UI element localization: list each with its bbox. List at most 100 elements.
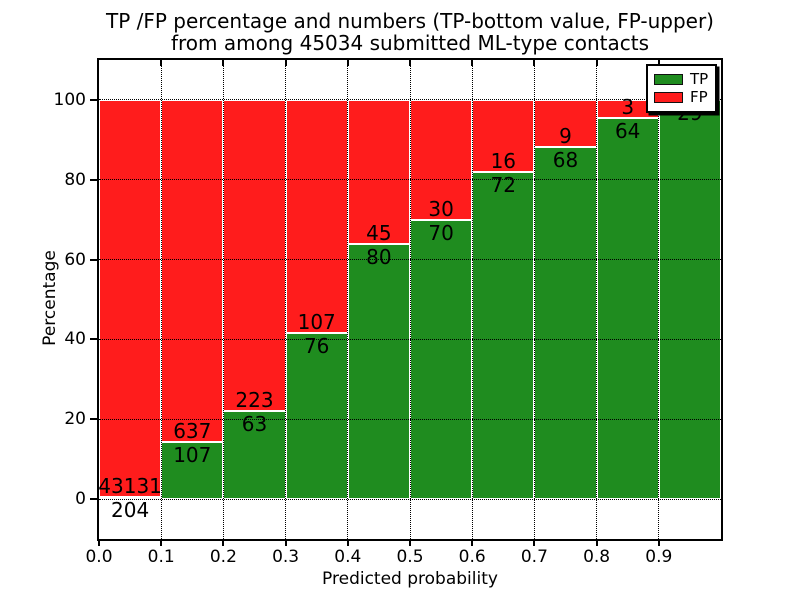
bar-fp-segment-1 bbox=[161, 99, 224, 442]
x-tick-2 bbox=[222, 541, 225, 546]
x-tick-top-1 bbox=[160, 60, 163, 66]
gridline-vertical-2 bbox=[222, 60, 224, 539]
y-tick-label-4: 80 bbox=[64, 169, 86, 190]
bar-tp-segment-1 bbox=[161, 441, 224, 500]
x-tick-label-5: 0.5 bbox=[396, 547, 424, 567]
x-tick-top-5 bbox=[409, 60, 411, 66]
gridline-vertical-8 bbox=[596, 60, 598, 539]
bar-fp-count-label-2: 223 bbox=[235, 388, 274, 413]
y-tick-label-3: 60 bbox=[64, 249, 86, 270]
x-tick-5 bbox=[409, 541, 411, 546]
bar-fp-segment-2 bbox=[223, 99, 286, 412]
bar-fp-count-label-8: 3 bbox=[621, 94, 635, 119]
bar-tp-count-label-2: 63 bbox=[241, 412, 268, 437]
y-tick-3 bbox=[90, 258, 97, 261]
gridline-vertical-3 bbox=[285, 60, 287, 539]
bar-tp-count-label-3: 76 bbox=[303, 334, 330, 359]
x-tick-label-8: 0.8 bbox=[583, 547, 611, 567]
gridline-horizontal-5 bbox=[99, 99, 721, 101]
x-tick-top-3 bbox=[284, 60, 287, 66]
bar-tp-count-label-7: 68 bbox=[552, 147, 579, 172]
bar-tp-segment-6 bbox=[472, 172, 535, 500]
bar-tp-count-label-6: 72 bbox=[490, 173, 517, 198]
x-tick-top-7 bbox=[533, 60, 536, 66]
gridline-horizontal-2 bbox=[99, 338, 721, 340]
x-tick-top-8 bbox=[595, 60, 598, 66]
x-tick-label-7: 0.7 bbox=[520, 547, 548, 567]
bar-fp-count-label-5: 30 bbox=[428, 196, 454, 221]
gridline-horizontal-0 bbox=[99, 498, 721, 500]
bar-fp-count-label-6: 16 bbox=[490, 149, 517, 174]
x-tick-top-9 bbox=[657, 60, 660, 66]
bar-fp-segment-7 bbox=[534, 99, 597, 147]
x-tick-4 bbox=[346, 541, 349, 546]
x-tick-7 bbox=[533, 541, 536, 546]
x-tick-6 bbox=[471, 541, 474, 546]
gridline-vertical-6 bbox=[471, 60, 473, 539]
chart-title: TP /FP percentage and numbers (TP-bottom… bbox=[10, 10, 800, 54]
bar-fp-segment-4 bbox=[347, 99, 410, 244]
legend-item-tp: TP bbox=[654, 69, 709, 88]
x-tick-0 bbox=[98, 541, 100, 546]
y-tick-5 bbox=[90, 98, 97, 101]
plot-content: 43131 204 637 107 223 63 107 76 45 80 30 70 16 72 9 68 3… bbox=[98, 60, 721, 539]
gridline-horizontal-1 bbox=[99, 418, 721, 420]
x-tick-label-1: 0.1 bbox=[147, 547, 175, 567]
chart-title-line-2: from among 45034 submitted ML-type conta… bbox=[170, 31, 650, 55]
gridline-horizontal-3 bbox=[99, 259, 721, 261]
x-tick-3 bbox=[284, 541, 287, 546]
bar-fp-count-label-4: 45 bbox=[366, 220, 392, 245]
y-tick-label-5: 100 bbox=[53, 89, 86, 110]
bar-fp-segment-6 bbox=[472, 99, 535, 173]
x-tick-label-6: 0.6 bbox=[458, 547, 486, 567]
bar-tp-count-label-1: 107 bbox=[173, 442, 212, 467]
bar-fp-segment-5 bbox=[410, 99, 473, 220]
legend-label-tp: TP bbox=[690, 69, 709, 88]
x-tick-label-2: 0.2 bbox=[209, 547, 237, 567]
bar-tp-count-label-4: 80 bbox=[366, 244, 392, 269]
x-tick-8 bbox=[595, 541, 598, 546]
gridline-vertical-7 bbox=[533, 60, 535, 539]
x-tick-top-2 bbox=[222, 60, 225, 66]
legend-item-fp: FP bbox=[654, 90, 709, 105]
y-tick-label-0: 0 bbox=[75, 489, 86, 510]
gridline-horizontal-4 bbox=[99, 179, 721, 181]
x-axis-label: Predicted probability bbox=[322, 569, 498, 589]
legend-swatch-tp-icon bbox=[654, 73, 683, 85]
bar-tp-count-label-8: 64 bbox=[614, 118, 641, 143]
y-tick-1 bbox=[90, 418, 97, 421]
bar-fp-segment-0 bbox=[99, 99, 162, 498]
gridline-vertical-1 bbox=[160, 60, 162, 539]
bar-tp-count-label-0: 204 bbox=[111, 498, 150, 523]
y-tick-4 bbox=[90, 178, 97, 181]
bar-fp-count-label-0: 43131 bbox=[98, 474, 162, 499]
bar-fp-count-label-7: 9 bbox=[559, 123, 572, 148]
x-tick-top-6 bbox=[471, 60, 474, 66]
x-tick-1 bbox=[160, 541, 163, 546]
bar-tp-segment-2 bbox=[223, 411, 286, 500]
gridline-vertical-5 bbox=[409, 60, 411, 539]
y-tick-label-1: 20 bbox=[64, 409, 86, 430]
x-tick-label-4: 0.4 bbox=[334, 547, 362, 567]
bar-tp-count-label-5: 70 bbox=[428, 220, 454, 245]
chart-title-line-1: TP /FP percentage and numbers (TP-bottom… bbox=[106, 9, 714, 33]
bar-fp-count-label-1: 637 bbox=[173, 418, 212, 443]
y-tick-0 bbox=[90, 498, 97, 501]
bar-tp-segment-3 bbox=[285, 333, 348, 500]
legend-swatch-fp-icon bbox=[654, 92, 683, 104]
bar-tp-segment-9 bbox=[658, 99, 721, 500]
x-tick-9 bbox=[657, 541, 660, 546]
gridline-vertical-9 bbox=[658, 60, 660, 539]
x-tick-label-9: 0.9 bbox=[645, 547, 673, 567]
bar-tp-segment-4 bbox=[347, 243, 410, 500]
x-tick-label-0: 0.0 bbox=[85, 547, 113, 567]
y-tick-label-2: 40 bbox=[64, 329, 86, 350]
x-tick-label-3: 0.3 bbox=[272, 547, 300, 567]
bar-fp-count-label-3: 107 bbox=[297, 310, 336, 335]
bar-tp-segment-7 bbox=[534, 146, 597, 500]
gridline-vertical-4 bbox=[347, 60, 349, 539]
x-tick-top-4 bbox=[346, 60, 349, 66]
y-tick-2 bbox=[90, 338, 97, 341]
bar-tp-segment-5 bbox=[410, 219, 473, 500]
